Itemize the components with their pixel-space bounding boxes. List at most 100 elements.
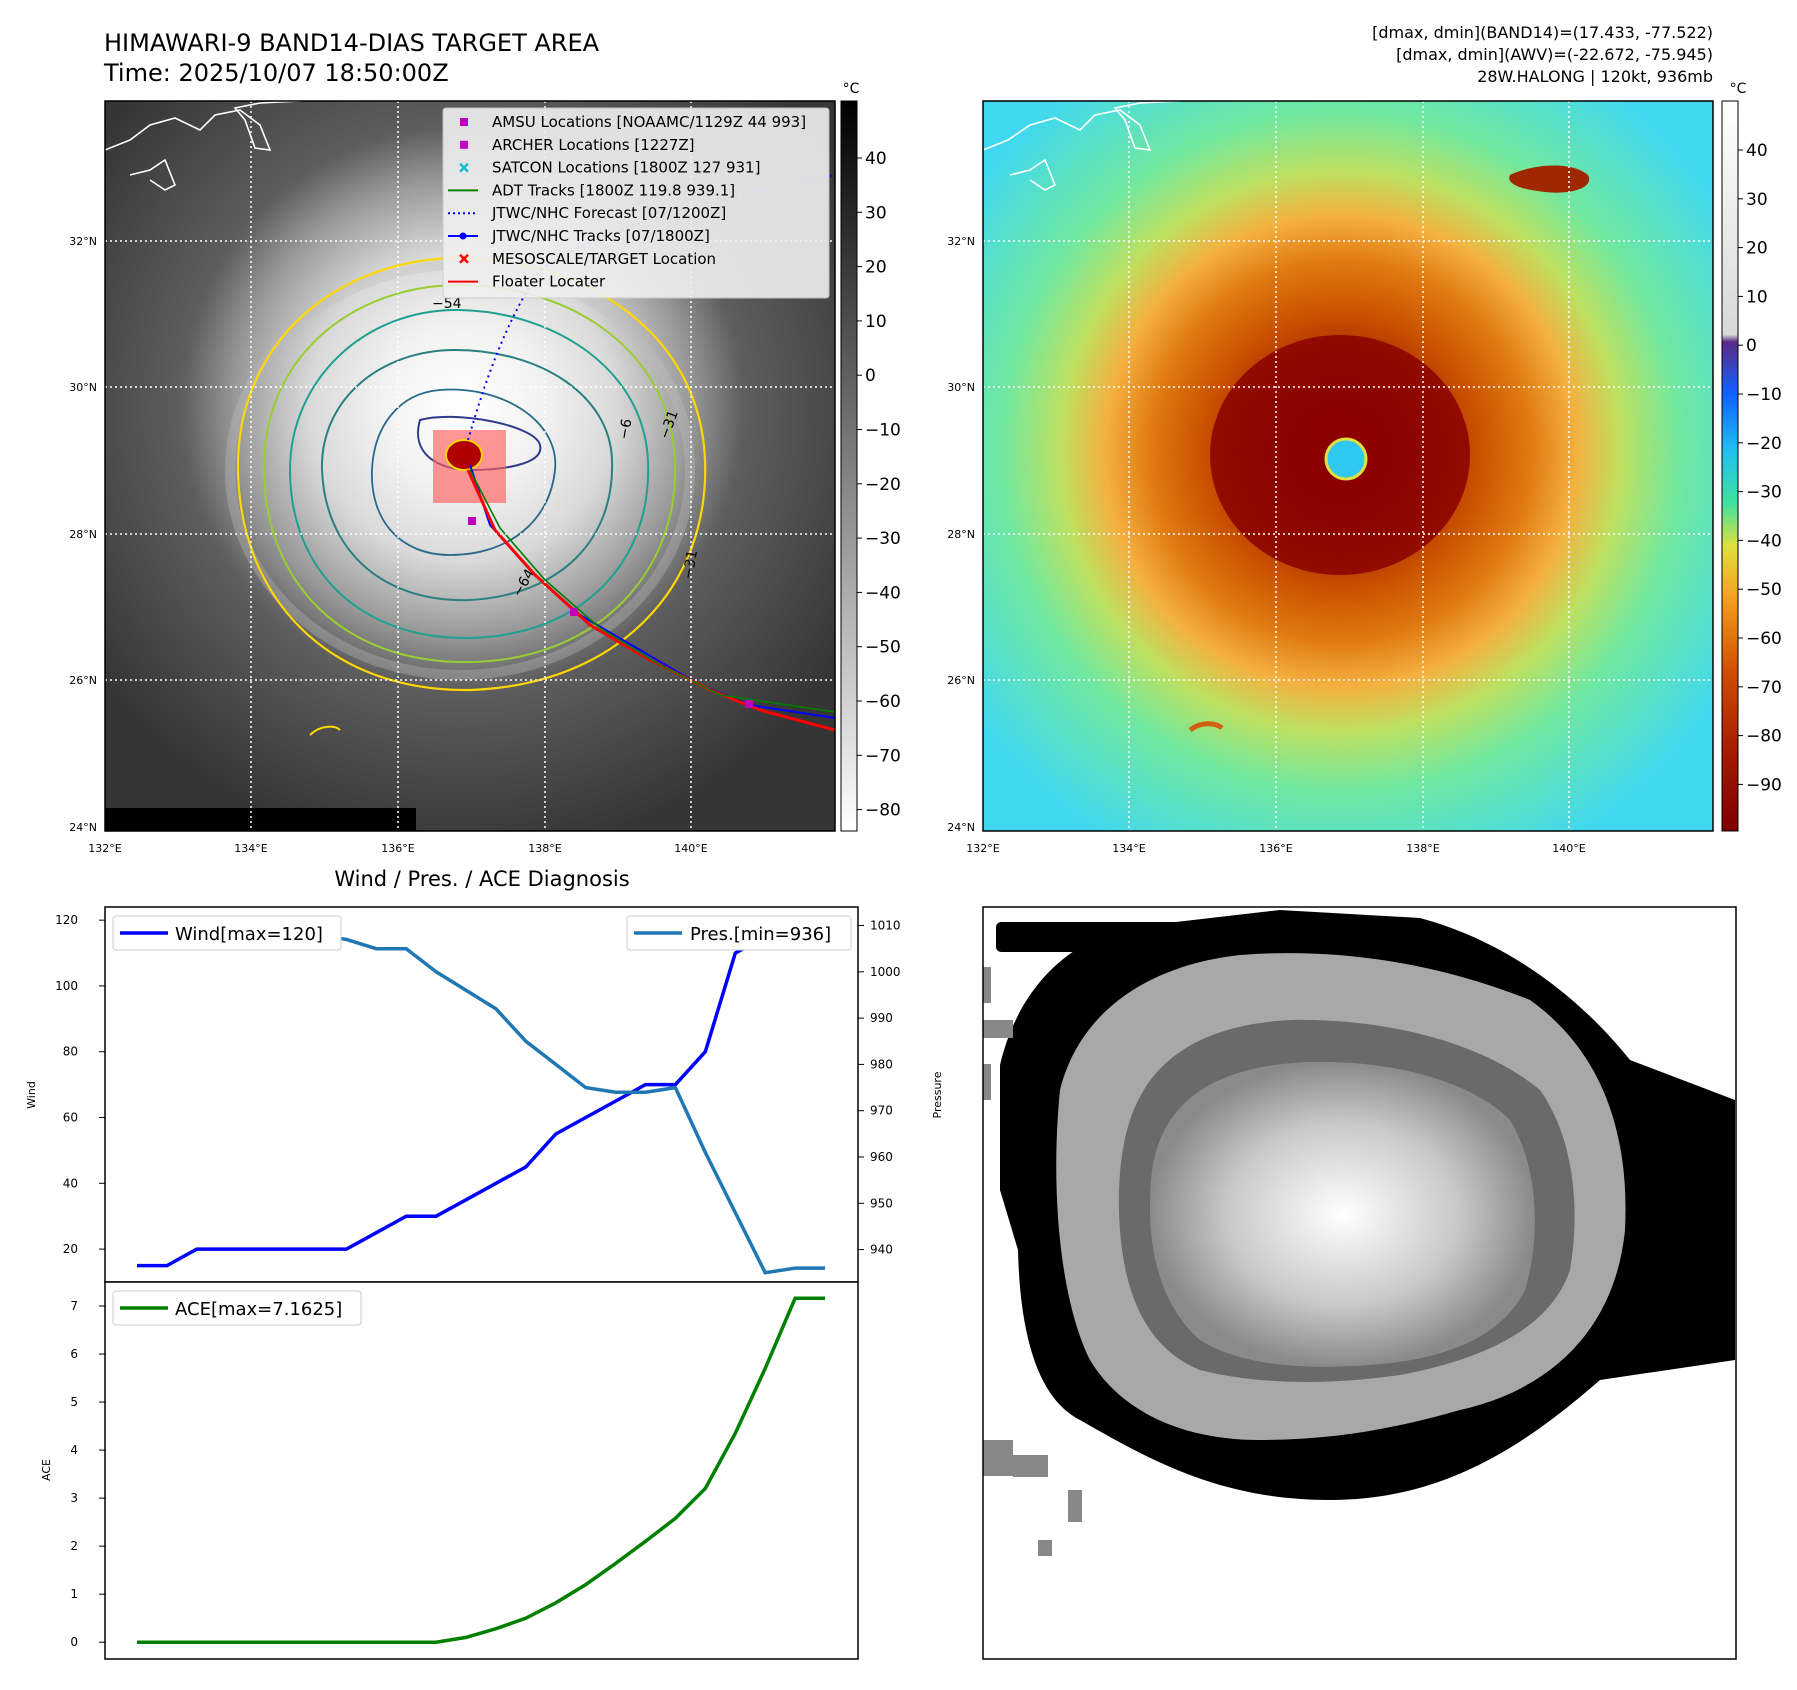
lon-tick-label: 134°E (234, 842, 267, 855)
awv-colorbar-tick: −40 (1746, 531, 1782, 551)
awv-colorbar-tick: 30 (1746, 190, 1768, 210)
wmg-count-badge (996, 922, 1202, 952)
contour-green (262, 283, 677, 664)
awv-colorbar-tick: −20 (1746, 434, 1782, 454)
awv-colorbar-tick: −10 (1746, 385, 1782, 405)
y2-tick-label: 1010 (870, 919, 901, 933)
awv-colorbar-tick: 40 (1746, 141, 1768, 161)
ir-colorbar-tick: −50 (865, 638, 901, 658)
ace-legend-label: ACE[max=7.1625] (175, 1299, 342, 1320)
ir-colorbar-tick: −70 (865, 746, 901, 766)
lat-tick-label: 32°N (947, 235, 975, 248)
y2-tick-label: 1000 (870, 965, 901, 979)
ir-colorbar (840, 100, 858, 832)
awv-colorbar-unit: °C (1730, 81, 1747, 97)
ir-colorbar-tick: 10 (865, 312, 887, 332)
y-tick-label: 100 (55, 979, 78, 993)
lat-tick-label: 30°N (69, 381, 97, 394)
lon-tick-label: 132°E (966, 842, 999, 855)
ace-chart: 0 1 2 3 4 5 6 7 ACE ACE[max=7.1625] (40, 1281, 859, 1660)
legend-entry: ARCHER Locations [1227Z] (492, 136, 695, 154)
pressure-legend: Pres.[min=936] (626, 915, 852, 951)
lon-tick-label: 138°E (1406, 842, 1439, 855)
legend-entry: Floater Locater (492, 273, 606, 291)
contour-teal-outer (288, 308, 650, 640)
ace-series-line (137, 1296, 825, 1644)
lat-tick-label: 26°N (69, 674, 97, 687)
band14-range: [dmax, dmin](BAND14)=(17.433, -77.522) (1372, 23, 1713, 42)
contour-navy (417, 415, 542, 472)
ace-legend: ACE[max=7.1625] (112, 1290, 362, 1326)
wmg-core (1150, 1061, 1535, 1367)
awv-colorbar-tick: 0 (1746, 336, 1757, 356)
legend-entry: SATCON Locations [1800Z 127 931] (492, 159, 760, 177)
y-tick-label: 1 (70, 1587, 78, 1601)
legend-entry: JTWC/NHC Tracks [07/1800Z] (491, 227, 710, 245)
y-tick-label: 3 (70, 1491, 78, 1505)
ir-colorbar-tick: 40 (865, 149, 887, 169)
copyright-badge (105, 808, 416, 831)
ace-axis-label: ACE (40, 1459, 53, 1481)
awv-colorbar-tick: −50 (1746, 580, 1782, 600)
figure-title: HIMAWARI-9 BAND14-DIAS TARGET AREA (104, 29, 600, 57)
copyright-text: Copyright © 2020-2025 Dapiya (108, 812, 370, 830)
wind-axis-label: Wind (25, 1081, 38, 1109)
awv-colorbar-tick: −70 (1746, 678, 1782, 698)
awv-colorbar-tick: 10 (1746, 287, 1768, 307)
wind-legend-label: Wind[max=120] (175, 924, 323, 945)
y-tick-label: 60 (63, 1111, 78, 1125)
y2-tick-label: 940 (870, 1243, 893, 1257)
lat-tick-label: 24°N (69, 821, 97, 834)
y2-tick-label: 980 (870, 1057, 893, 1071)
ir-colorbar-tick: −10 (865, 421, 901, 441)
lat-tick-label: 24°N (947, 821, 975, 834)
y-tick-label: 6 (70, 1347, 78, 1361)
awv-colorbar-tick: −90 (1746, 775, 1782, 795)
lat-tick-label: 30°N (947, 381, 975, 394)
wind-pressure-chart: 20 40 60 80 100 120 940 950 960 970 980 990 1000 101… (25, 906, 944, 1283)
lon-tick-label: 136°E (381, 842, 414, 855)
pressure-axis-label: Pressure (931, 1071, 944, 1118)
diagnosis-title: Wind / Pres. / ACE Diagnosis (334, 867, 629, 891)
awv-colorbar-tick: −80 (1746, 727, 1782, 747)
legend-entry: ADT Tracks [1800Z 119.8 939.1] (492, 181, 735, 199)
y2-tick-label: 990 (870, 1011, 893, 1025)
contour-yellow (236, 256, 707, 692)
wind-legend: Wind[max=120] (112, 915, 342, 951)
awv-colorbar-tick: −60 (1746, 629, 1782, 649)
y-tick-label: 4 (70, 1443, 78, 1457)
contour-label: −31 (680, 549, 701, 581)
coastline (105, 101, 301, 151)
legend-entry: AMSU Locations [NOAAMC/1129Z 44 993] (492, 113, 806, 131)
y-tick-label: 2 (70, 1539, 78, 1553)
y2-tick-label: 960 (870, 1150, 893, 1164)
contour-label: −6 (616, 418, 635, 441)
legend-entry: MESOSCALE/TARGET Location (492, 250, 716, 268)
ir-colorbar-tick: −40 (865, 583, 901, 603)
lat-tick-label: 26°N (947, 674, 975, 687)
wind-series-line (137, 918, 825, 1268)
awv-map-gridlines (983, 101, 1713, 831)
awv-colorbar (1721, 100, 1739, 832)
figure-time: Time: 2025/10/07 18:50:00Z (103, 59, 449, 87)
awv-range: [dmax, dmin](AWV)=(-22.672, -75.945) (1396, 45, 1713, 64)
wmg-count-text: WMG Count: 209 (1003, 927, 1182, 949)
y-tick-label: 80 (63, 1045, 78, 1059)
y-tick-label: 0 (70, 1635, 78, 1649)
lat-tick-label: 32°N (69, 235, 97, 248)
ir-colorbar-tick: −20 (865, 475, 901, 495)
ir-colorbar-tick: −80 (865, 801, 901, 821)
lon-tick-label: 140°E (1552, 842, 1585, 855)
lat-tick-label: 28°N (69, 528, 97, 541)
lon-tick-label: 134°E (1112, 842, 1145, 855)
ir-colorbar-tick: 20 (865, 258, 887, 278)
y-tick-label: 20 (63, 1242, 78, 1256)
y2-tick-label: 970 (870, 1104, 893, 1118)
legend-entry: JTWC/NHC Forecast [07/1200Z] (491, 204, 726, 222)
awv-colorbar-tick: 20 (1746, 239, 1768, 259)
pressure-legend-label: Pres.[min=936] (690, 924, 831, 945)
storm-eye-awv (1324, 437, 1368, 481)
y2-tick-label: 950 (870, 1196, 893, 1210)
lat-tick-label: 28°N (947, 528, 975, 541)
